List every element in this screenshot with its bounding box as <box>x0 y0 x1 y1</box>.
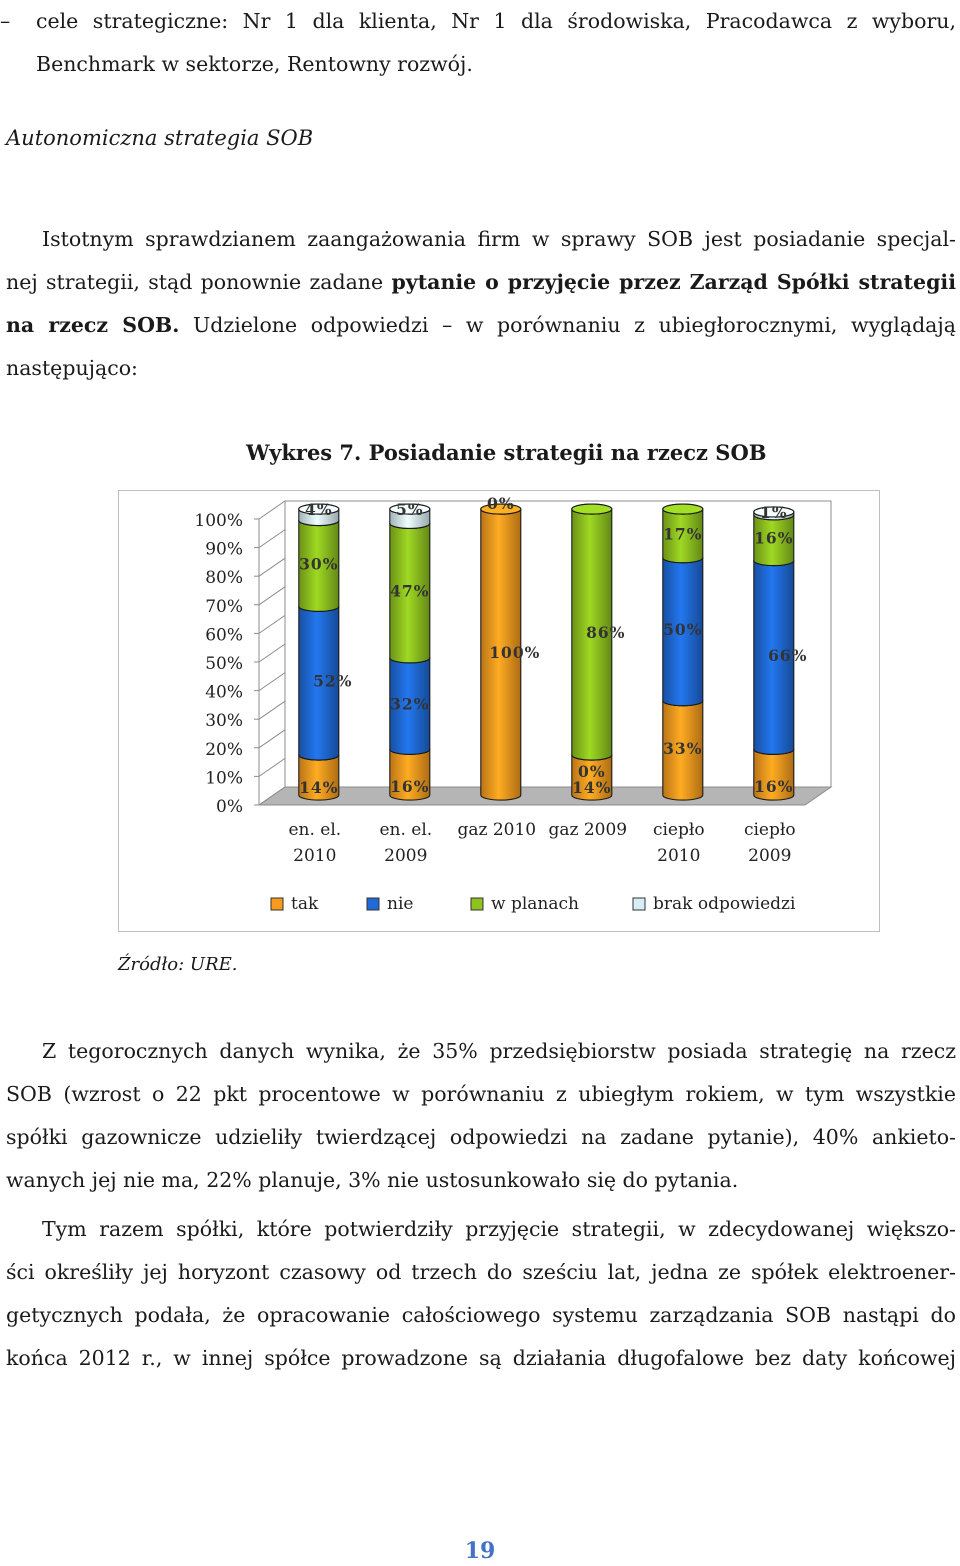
para1-line-3-bold: na rzecz SOB. <box>6 313 180 337</box>
bullet-dash: – <box>0 9 11 33</box>
y-tick-label: 30% <box>205 711 243 731</box>
x-tick-label: en. el. <box>379 820 432 840</box>
data-label: 16% <box>754 529 793 548</box>
y-tick-depth <box>258 672 286 692</box>
x-tick-label: gaz 2010 <box>457 820 536 840</box>
data-label: 5% <box>396 500 424 519</box>
paragraph-results: Z tegorocznych danych wynika, że 35% prz… <box>6 1030 956 1202</box>
bullet-line-2: Benchmark w sektorze, Rentowny rozwój. <box>36 52 473 76</box>
data-label: 1% <box>760 503 788 522</box>
legend-label: w planach <box>491 894 579 914</box>
y-tick-label: 70% <box>205 597 243 617</box>
bullet-line-1: cele strategiczne: Nr 1 dla klienta, Nr … <box>36 9 956 33</box>
y-tick-depth <box>258 643 286 663</box>
chart-frame: 0% 10% 20% 30% 40% 50% 60% 70% 80% 90% 100% 14% 52% 3… <box>118 490 880 932</box>
data-label: 4% <box>305 500 333 519</box>
y-tick-label: 80% <box>205 568 243 588</box>
data-label: 33% <box>663 739 702 758</box>
chart-floor <box>257 786 833 806</box>
legend-label: nie <box>387 894 413 914</box>
legend-swatch <box>366 897 380 911</box>
x-tick-label: 2010 <box>293 846 336 866</box>
para1-line-1: Istotnym sprawdzianem zaangażowania firm… <box>42 227 956 251</box>
data-label: 16% <box>390 777 429 796</box>
y-tick-depth <box>258 757 286 777</box>
para3-line-3: getycznych podała, że opracowanie całośc… <box>6 1303 956 1327</box>
para3-line-2: ści określiły jej horyzont czasowy od tr… <box>6 1260 956 1284</box>
x-tick-label: 2009 <box>384 846 427 866</box>
legend-swatch <box>632 897 646 911</box>
y-tick-label: 50% <box>205 654 243 674</box>
data-label: 0% <box>578 762 606 781</box>
y-tick-label: 0% <box>216 797 243 817</box>
y-tick-depth <box>258 729 286 749</box>
legend-label: tak <box>291 894 319 914</box>
bar-top-cap <box>298 503 340 515</box>
para3-line-4: końca 2012 r., w innej spółce prowadzone… <box>6 1346 956 1370</box>
bar-top-cap <box>753 506 795 518</box>
data-label: 0% <box>487 494 515 513</box>
source-note: Źródło: URE. <box>118 954 238 975</box>
para2-line-1: Z tegorocznych danych wynika, że 35% prz… <box>42 1039 956 1063</box>
data-label: 86% <box>586 623 625 642</box>
y-tick-label: 40% <box>205 683 243 703</box>
data-label: 16% <box>754 777 793 796</box>
y-tick-depth <box>258 557 286 577</box>
legend-label: brak odpowiedzi <box>653 894 796 914</box>
chart-title: Wykres 7. Posiadanie strategii na rzecz … <box>246 440 767 465</box>
y-tick-depth <box>258 586 286 606</box>
page-number: 19 <box>464 1538 496 1564</box>
stacked-bar-chart: 0% 10% 20% 30% 40% 50% 60% 70% 80% 90% 100% 14% 52% 3… <box>194 494 833 914</box>
data-label: 17% <box>663 524 702 543</box>
para1-line-3: na rzecz SOB. Udzielone odpowiedzi – w p… <box>6 304 956 347</box>
data-label: 14% <box>572 778 611 797</box>
para1-line-2-bold: pytanie o przyjęcie przez Zarząd Spółki … <box>391 270 956 294</box>
para1-line-3-normal: Udzielone odpowiedzi – w porównaniu z ub… <box>179 313 956 337</box>
chart-back-wall <box>284 500 832 788</box>
y-tick-label: 90% <box>205 540 243 560</box>
y-tick-depth <box>258 700 286 720</box>
data-label: 14% <box>299 778 338 797</box>
y-tick-label: 100% <box>194 511 243 531</box>
data-label: 52% <box>313 672 352 691</box>
x-tick-label: ciepło <box>653 820 705 840</box>
y-tick-label: 20% <box>205 740 243 760</box>
data-label: 100% <box>489 643 540 662</box>
bar-top-cap <box>571 503 613 515</box>
x-tick-label: gaz 2009 <box>548 820 627 840</box>
bullet-item: – cele strategiczne: Nr 1 dla klienta, N… <box>0 0 956 86</box>
para1-line-2-normal: nej strategii, stąd ponownie zadane <box>6 270 392 294</box>
y-tick-depth <box>258 614 286 634</box>
y-tick-label: 60% <box>205 625 243 645</box>
y-tick-depth <box>258 786 286 806</box>
bar-top-cap <box>389 503 431 515</box>
para2-line-4: wanych jej nie ma, 22% planuje, 3% nie u… <box>6 1168 739 1192</box>
x-tick-label: 2009 <box>748 846 791 866</box>
y-tick-label: 10% <box>205 768 243 788</box>
legend-swatch <box>470 897 484 911</box>
para1-line-2: nej strategii, stąd ponownie zadane pyta… <box>6 261 956 304</box>
bar-top-cap <box>480 503 522 515</box>
x-tick-label: 2010 <box>657 846 700 866</box>
y-tick-depth <box>258 529 286 549</box>
legend-swatch <box>270 897 284 911</box>
para2-line-3: spółki gazownicze udzieliły twierdzącej … <box>6 1125 956 1149</box>
y-tick-depth <box>258 500 286 520</box>
para1-line-4: następująco: <box>6 356 138 380</box>
paragraph-horizon: Tym razem spółki, które potwierdziły prz… <box>6 1208 956 1380</box>
data-label: 47% <box>390 582 429 601</box>
data-label: 66% <box>768 646 807 665</box>
data-label: 32% <box>390 695 429 714</box>
paragraph-intro: Istotnym sprawdzianem zaangażowania firm… <box>6 218 956 390</box>
bar-top-cap <box>662 503 704 515</box>
para2-line-2: SOB (wzrost o 22 pkt procentowe w porówn… <box>6 1082 956 1106</box>
x-tick-label: ciepło <box>744 820 796 840</box>
x-tick-label: en. el. <box>288 820 341 840</box>
section-heading: Autonomiczna strategia SOB <box>6 126 314 150</box>
para3-line-1: Tym razem spółki, które potwierdziły prz… <box>42 1217 956 1241</box>
data-label: 50% <box>663 620 702 639</box>
data-label: 30% <box>299 554 338 573</box>
